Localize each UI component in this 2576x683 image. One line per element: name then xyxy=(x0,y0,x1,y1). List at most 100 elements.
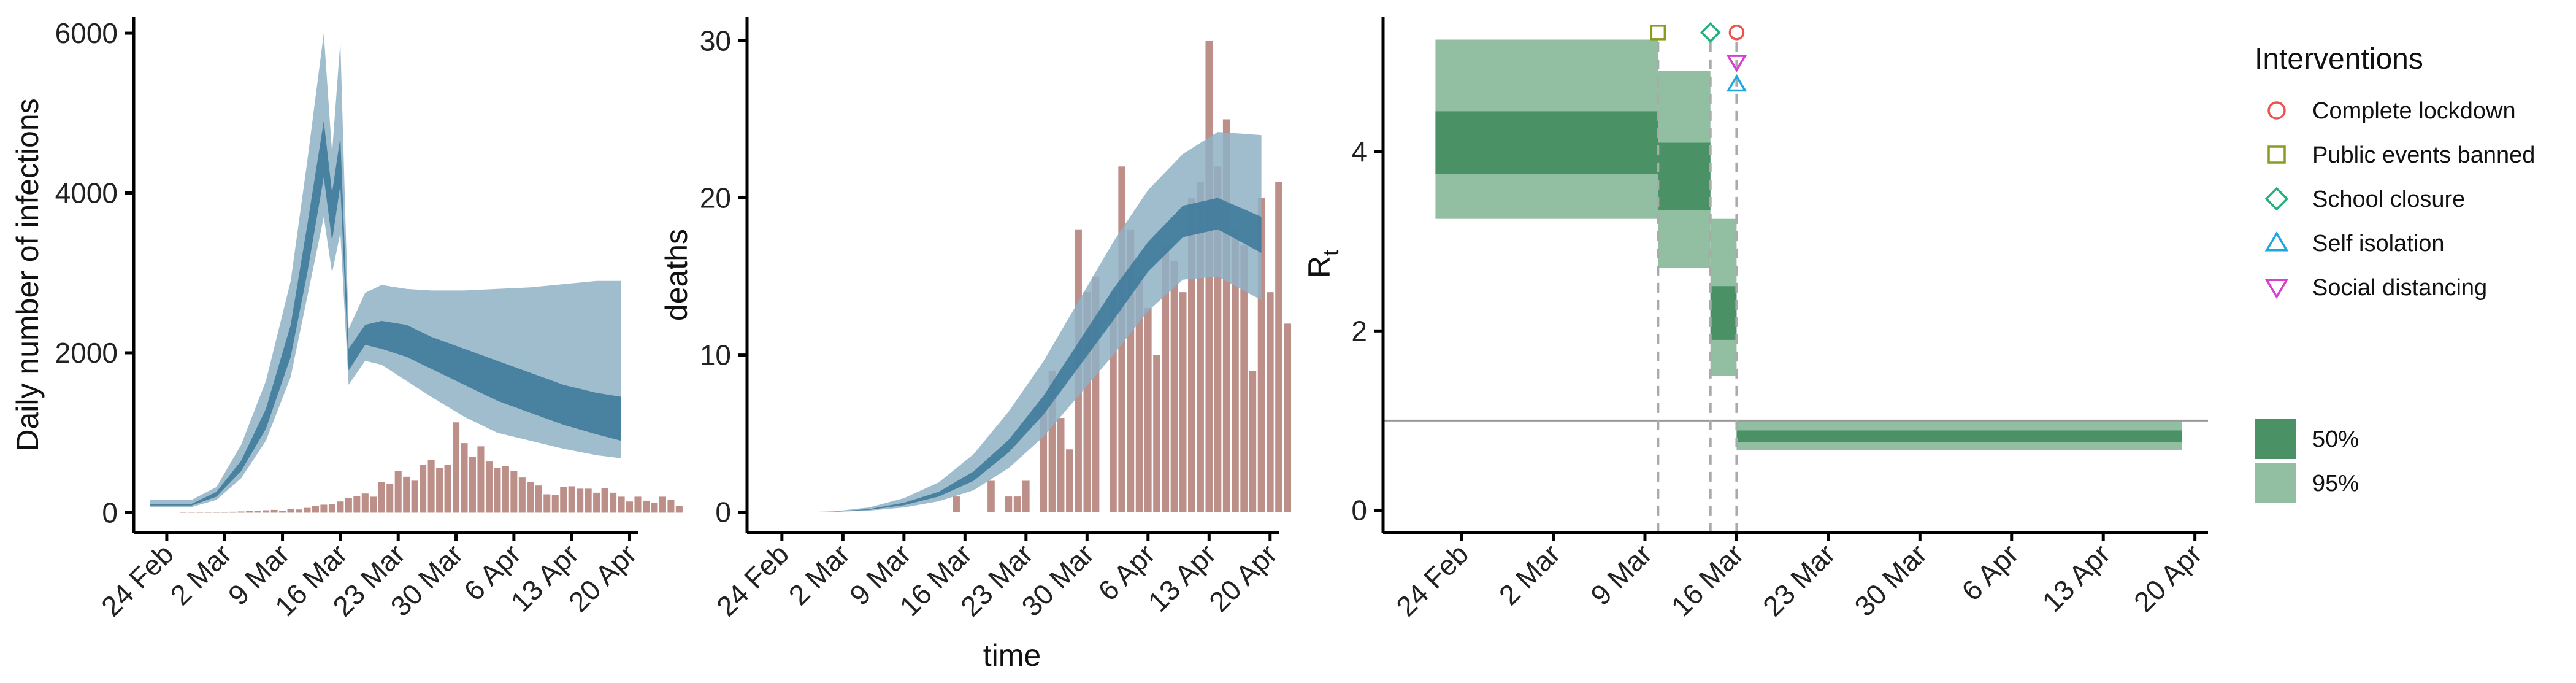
y-tick-label: 4000 xyxy=(55,177,118,209)
bar xyxy=(593,492,600,513)
bar xyxy=(304,507,311,513)
intervention-marker xyxy=(1700,22,1721,43)
legend-band-swatch xyxy=(2255,419,2296,459)
bar xyxy=(1214,166,1222,512)
bar xyxy=(1153,355,1160,512)
bar xyxy=(328,504,335,513)
bar xyxy=(535,485,542,513)
bar xyxy=(295,509,303,513)
y-tick-label: 4 xyxy=(1351,136,1367,168)
legend-band-label: 50% xyxy=(2312,426,2359,452)
bar xyxy=(353,496,361,513)
band-95 xyxy=(799,132,1262,512)
y-tick-label: 30 xyxy=(700,25,731,56)
bar xyxy=(560,487,567,513)
x-tick-label: 20 Apr xyxy=(2128,538,2208,618)
bar xyxy=(361,493,369,513)
intervention-marker xyxy=(1728,25,1745,41)
bar xyxy=(1127,229,1135,512)
bar xyxy=(1040,402,1048,512)
bar xyxy=(1257,198,1265,512)
legend-label: Social distancing xyxy=(2312,275,2487,301)
legend-intervention-items: Complete lockdown Public events banned Sch… xyxy=(2264,98,2535,301)
bar xyxy=(626,501,634,513)
bar xyxy=(1144,307,1152,512)
band-50 xyxy=(799,198,1262,512)
bar xyxy=(651,503,658,513)
bar xyxy=(453,422,460,513)
y-tick-label: 10 xyxy=(700,339,731,371)
x-tick-label: 20 Apr xyxy=(562,538,643,618)
bar xyxy=(510,471,518,513)
bar xyxy=(279,511,286,513)
bar xyxy=(527,482,534,513)
intervention-markers xyxy=(1650,22,1747,92)
bar xyxy=(675,506,683,513)
bar xyxy=(1197,182,1204,512)
bar xyxy=(444,465,451,513)
rt-bands xyxy=(1435,39,2182,450)
intervention-marker xyxy=(1726,55,1747,72)
bar xyxy=(461,443,468,513)
legend-marker-triangle-down xyxy=(2264,279,2289,299)
x-tick-label: 23 Mar xyxy=(1757,538,1841,622)
bar xyxy=(370,496,377,513)
bar xyxy=(1135,276,1143,512)
y-ticks: 0 2000 4000 6000 xyxy=(55,17,134,528)
y-ticks: 0 2 4 xyxy=(1351,136,1383,526)
legend-marker-diamond xyxy=(2264,187,2289,211)
death-bands xyxy=(799,132,1262,512)
bar xyxy=(263,510,270,513)
intervention-lines xyxy=(1657,42,1738,533)
infection-bands xyxy=(150,33,621,507)
legend-band-swatch xyxy=(2255,463,2296,503)
bar xyxy=(254,511,261,513)
legend-label: Complete lockdown xyxy=(2312,98,2516,124)
legend-title: Interventions xyxy=(2255,43,2423,75)
legend-label: Public events banned xyxy=(2312,142,2535,168)
bar xyxy=(180,512,187,513)
x-tick-label: 24 Feb xyxy=(710,538,795,622)
x-tick-label: 30 Mar xyxy=(1848,538,1933,622)
legend-label: School closure xyxy=(2312,187,2465,212)
x-tick-label: 6 Apr xyxy=(1955,538,2025,607)
x-tick-label: 2 Mar xyxy=(1493,538,1566,611)
x-tick-label: 24 Feb xyxy=(95,538,180,622)
bar xyxy=(427,460,435,513)
bar xyxy=(477,446,485,513)
bar xyxy=(237,511,245,513)
x-tick-label: 13 Apr xyxy=(2036,538,2116,618)
bar xyxy=(1222,119,1230,512)
rt-band-50 xyxy=(1435,111,1658,174)
bar xyxy=(577,488,584,513)
bar xyxy=(1179,292,1187,512)
bar xyxy=(403,476,410,513)
band-95 xyxy=(150,33,621,507)
bar xyxy=(659,496,666,513)
bar xyxy=(394,471,402,513)
bar xyxy=(1266,292,1274,512)
bar xyxy=(1275,182,1282,512)
x-tick-label: 16 Mar xyxy=(1665,538,1749,622)
y-tick-label: 2000 xyxy=(55,337,118,369)
y-tick-label: 6000 xyxy=(55,17,118,49)
bar xyxy=(494,468,501,513)
legend-marker-triangle-up xyxy=(2264,231,2289,252)
band-50 xyxy=(150,121,621,506)
bar xyxy=(551,495,559,513)
bar xyxy=(1170,260,1178,512)
bar xyxy=(378,482,385,513)
bar xyxy=(953,496,960,512)
bar xyxy=(287,509,294,513)
y-tick-label: 2 xyxy=(1351,315,1367,347)
intervention-marker xyxy=(1726,74,1747,92)
y-axis-title: Daily number of infections xyxy=(10,98,45,451)
bar xyxy=(1057,418,1065,512)
rt-band-50 xyxy=(1710,286,1737,340)
bar xyxy=(1110,292,1117,512)
legend-marker-circle xyxy=(2267,101,2286,120)
